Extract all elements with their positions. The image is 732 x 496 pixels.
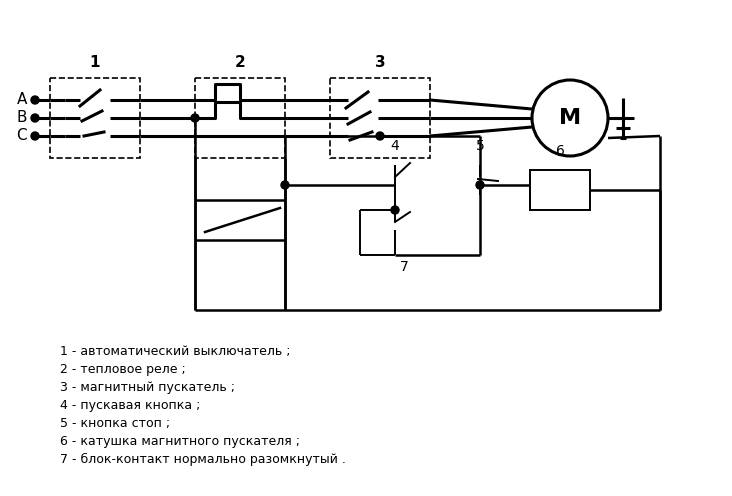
Text: 7 - блок-контакт нормально разомкнутый .: 7 - блок-контакт нормально разомкнутый . — [60, 453, 346, 466]
Text: 3: 3 — [375, 55, 385, 70]
Circle shape — [281, 181, 289, 189]
Text: 4: 4 — [391, 139, 400, 153]
Text: 5: 5 — [476, 139, 485, 153]
Text: 3 - магнитный пускатель ;: 3 - магнитный пускатель ; — [60, 381, 235, 394]
Circle shape — [532, 80, 608, 156]
Circle shape — [191, 114, 199, 122]
Bar — [530, 170, 590, 210]
Text: A: A — [17, 92, 27, 108]
Circle shape — [391, 206, 399, 214]
Text: 2: 2 — [235, 55, 245, 70]
Circle shape — [31, 96, 39, 104]
Text: M: M — [559, 108, 581, 128]
Text: C: C — [16, 128, 27, 143]
Text: 6 - катушка магнитного пускателя ;: 6 - катушка магнитного пускателя ; — [60, 435, 300, 448]
Text: 2 - тепловое реле ;: 2 - тепловое реле ; — [60, 363, 186, 376]
Circle shape — [31, 114, 39, 122]
Text: 6: 6 — [556, 144, 564, 158]
Circle shape — [476, 181, 484, 189]
Text: B: B — [17, 111, 27, 125]
Text: 5 - кнопка стоп ;: 5 - кнопка стоп ; — [60, 417, 170, 430]
Bar — [195, 78, 285, 158]
Text: 1 - автоматический выключатель ;: 1 - автоматический выключатель ; — [60, 345, 291, 358]
Bar — [50, 78, 140, 158]
Circle shape — [31, 132, 39, 140]
Text: 7: 7 — [400, 260, 408, 274]
Bar — [330, 78, 430, 158]
Text: 1: 1 — [90, 55, 100, 70]
Text: 4 - пускавая кнопка ;: 4 - пускавая кнопка ; — [60, 399, 201, 412]
Circle shape — [376, 132, 384, 140]
